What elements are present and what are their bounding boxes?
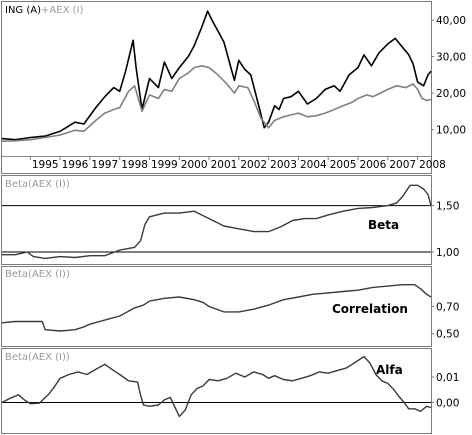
correlation-series-line0	[1, 284, 432, 332]
price-ytick-label-0: 40,00	[436, 15, 466, 27]
xtick-label-2000: 2000	[181, 159, 208, 171]
beta-ytick-label-1: 1,00	[436, 247, 459, 259]
correlation-ytick-label-0: 0,70	[436, 302, 459, 314]
xtick-label-2006: 2006	[360, 159, 387, 171]
alfa-ytick-label-0: 0,01	[436, 372, 459, 384]
correlation-label: Correlation	[332, 302, 408, 316]
reference-lines	[2, 205, 431, 403]
axis-ticks: 40,00 30,00 20,00 10,00 1995 1996 1997 1998 1999…	[29, 15, 466, 409]
correlation-caption: Beta(AEX (I))	[5, 269, 70, 280]
price-panel-frame	[1, 1, 432, 174]
xtick-label-2001: 2001	[211, 159, 238, 171]
xtick-label-2004: 2004	[300, 159, 327, 171]
alfa-panel-frame	[1, 348, 432, 434]
xtick-label-1997: 1997	[91, 159, 118, 171]
legend-aex: AEX (I)	[49, 5, 83, 16]
price-ytick-label-2: 20,00	[436, 88, 466, 100]
xtick-label-2003: 2003	[270, 159, 297, 171]
xtick-label-1995: 1995	[32, 159, 59, 171]
alfa-series-line0	[1, 355, 432, 418]
xtick-label-2005: 2005	[330, 159, 357, 171]
legend-ing: ING (A)	[5, 5, 41, 16]
xtick-label-1996: 1996	[62, 159, 89, 171]
price-legend: ING (A)+AEX (I)	[5, 5, 83, 16]
price-series-aex-i-	[1, 65, 432, 142]
xtick-label-2007: 2007	[389, 159, 416, 171]
alfa-ytick-label-1: 0,00	[436, 397, 459, 409]
beta-panel-frame	[1, 175, 432, 265]
alfa-label: Alfa	[376, 363, 403, 377]
xtick-label-2008: 2008	[419, 159, 446, 171]
correlation-ytick-label-1: 0,50	[436, 329, 459, 341]
series-lines	[1, 10, 432, 418]
xtick-label-1998: 1998	[121, 159, 148, 171]
xtick-label-2002: 2002	[240, 159, 267, 171]
beta-caption: Beta(AEX (I))	[5, 179, 70, 190]
correlation-panel-frame	[1, 266, 432, 347]
beta-series-line0	[2, 184, 432, 260]
price-ytick-label-1: 30,00	[436, 52, 466, 64]
beta-label: Beta	[368, 218, 399, 232]
alfa-caption: Beta(AEX (I))	[5, 352, 70, 363]
xtick-label-1999: 1999	[151, 159, 178, 171]
legend-plus: +	[41, 5, 49, 16]
beta-ytick-label-0: 1,50	[436, 201, 459, 213]
price-ytick-label-3: 10,00	[436, 125, 466, 137]
price-series-ing-a-	[1, 10, 432, 141]
